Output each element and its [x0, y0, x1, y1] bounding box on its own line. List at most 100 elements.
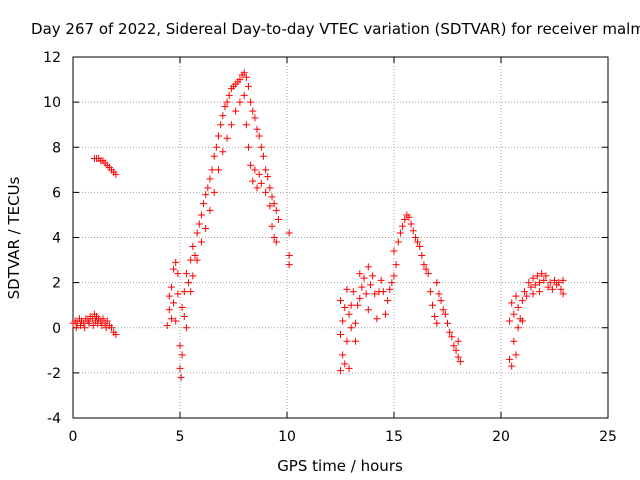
data-point: [337, 367, 344, 375]
data-points: [69, 69, 567, 381]
data-point: [435, 290, 443, 298]
data-point: [251, 166, 259, 174]
axis-ticks: 0 5 10 15 20 25 -4 -2 0 2 4 6 8 10 12: [43, 50, 617, 445]
data-point: [76, 321, 84, 329]
data-point: [514, 324, 522, 332]
data-point: [274, 215, 282, 223]
data-point: [405, 213, 413, 221]
data-point: [81, 324, 89, 332]
data-point: [197, 238, 205, 246]
data-point: [98, 321, 106, 329]
data-point: [506, 355, 514, 363]
data-point: [347, 301, 355, 309]
data-point: [364, 306, 372, 314]
x-axis-label: GPS time / hours: [277, 457, 403, 475]
data-point: [341, 303, 349, 311]
data-point: [366, 281, 374, 289]
data-point: [454, 353, 462, 361]
data-point: [266, 184, 274, 192]
data-point: [546, 279, 554, 287]
data-point: [356, 294, 364, 302]
data-point: [210, 152, 218, 160]
data-point: [223, 134, 231, 142]
data-point: [414, 238, 422, 246]
data-point: [418, 252, 426, 260]
data-point: [345, 310, 353, 318]
data-point: [557, 285, 565, 293]
data-point: [407, 220, 415, 228]
data-point: [377, 276, 385, 284]
data-point: [536, 279, 544, 287]
data-point: [450, 342, 458, 350]
data-point: [240, 91, 248, 99]
data-point: [219, 112, 227, 120]
data-point: [508, 299, 516, 307]
data-point: [373, 315, 381, 323]
data-point: [531, 281, 539, 289]
data-point: [527, 283, 535, 291]
data-point: [165, 292, 173, 300]
data-point: [176, 364, 184, 372]
data-point: [508, 362, 516, 370]
grid: [73, 57, 608, 418]
y-tick-label: 2: [52, 276, 61, 292]
data-point: [285, 261, 293, 269]
data-point: [341, 360, 349, 368]
y-tick-label: 12: [43, 50, 61, 66]
data-point: [259, 152, 267, 160]
data-point: [163, 321, 171, 329]
data-point: [349, 288, 357, 296]
data-point: [197, 211, 205, 219]
data-point: [555, 279, 563, 287]
data-point: [236, 76, 244, 84]
data-point: [529, 274, 537, 282]
data-point: [446, 328, 454, 336]
y-tick-label: -4: [47, 411, 61, 427]
data-point: [345, 364, 353, 372]
data-point: [177, 373, 185, 381]
data-point: [99, 315, 107, 323]
data-point: [221, 103, 229, 111]
y-tick-label: 4: [52, 231, 61, 247]
data-point: [514, 303, 522, 311]
data-point: [223, 98, 231, 106]
data-point: [270, 200, 278, 208]
data-point: [174, 290, 182, 298]
y-tick-label: -2: [47, 366, 61, 382]
data-point: [441, 310, 449, 318]
data-point: [339, 351, 347, 359]
data-point: [251, 114, 259, 122]
y-tick-label: 6: [52, 185, 61, 201]
data-point: [416, 243, 424, 251]
data-point: [384, 297, 392, 305]
data-point: [401, 215, 409, 223]
data-point: [396, 229, 404, 237]
data-point: [536, 288, 544, 296]
data-point: [262, 166, 270, 174]
data-point: [420, 261, 428, 269]
data-point: [112, 331, 120, 339]
data-point: [262, 188, 270, 196]
data-point: [426, 288, 434, 296]
x-tick-label: 10: [278, 429, 296, 445]
data-point: [544, 283, 552, 291]
data-point: [510, 310, 518, 318]
data-point: [253, 125, 261, 133]
data-point: [512, 292, 520, 300]
data-point: [187, 288, 195, 296]
data-point: [202, 191, 210, 199]
data-point: [232, 107, 240, 115]
data-point: [424, 270, 432, 278]
data-point: [337, 297, 344, 305]
data-point: [518, 317, 526, 325]
data-point: [206, 206, 214, 214]
data-point: [379, 288, 387, 296]
data-point: [347, 324, 355, 332]
data-point: [236, 98, 244, 106]
data-point: [202, 224, 210, 232]
data-point: [452, 346, 460, 354]
data-point: [94, 319, 102, 327]
data-point: [210, 188, 218, 196]
data-point: [253, 184, 261, 192]
